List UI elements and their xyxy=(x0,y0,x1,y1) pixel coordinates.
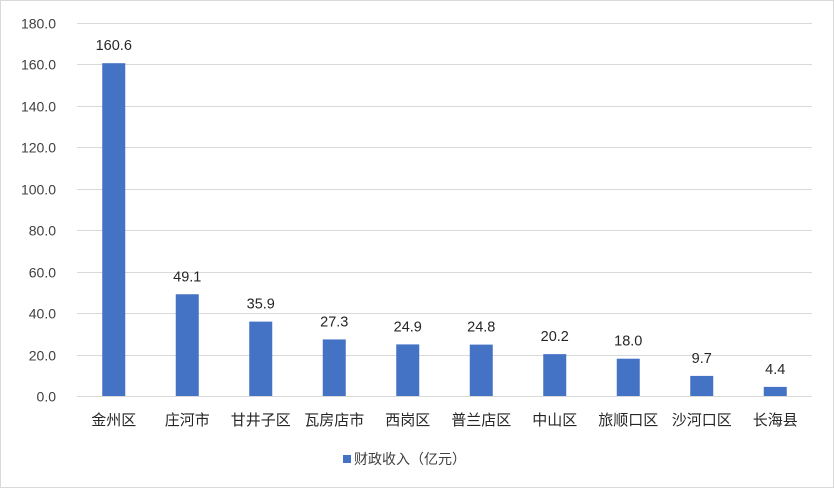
data-label: 9.7 xyxy=(692,351,712,367)
y-tick-label: 60.0 xyxy=(29,265,56,281)
legend: 财政收入（亿元） xyxy=(343,452,466,468)
data-label: 18.0 xyxy=(614,334,642,350)
x-axis-category-labels: 金州区 庄河市 甘井子区 瓦房店市 西岗区 普兰店区 中山区 旅顺口区 沙河口区 长海县 xyxy=(91,411,798,429)
y-tick-label: 120.0 xyxy=(21,140,56,156)
data-label: 27.3 xyxy=(320,314,348,330)
gridlines xyxy=(77,23,812,397)
x-category-label: 普兰店区 xyxy=(451,411,511,429)
bar xyxy=(322,339,346,396)
y-tick-label: 0.0 xyxy=(37,389,57,405)
data-label: 49.1 xyxy=(173,269,201,285)
x-category-label: 瓦房店市 xyxy=(304,411,364,429)
y-tick-label: 80.0 xyxy=(29,223,56,239)
data-label: 20.2 xyxy=(541,329,569,345)
y-tick-label: 160.0 xyxy=(21,57,56,73)
x-category-label: 长海县 xyxy=(753,411,798,429)
x-category-label: 金州区 xyxy=(91,411,136,429)
y-tick-label: 180.0 xyxy=(21,16,56,32)
x-category-label: 中山区 xyxy=(532,411,577,429)
x-category-label: 旅顺口区 xyxy=(598,411,658,429)
data-label: 160.6 xyxy=(96,38,132,54)
x-category-label: 甘井子区 xyxy=(231,411,291,429)
y-tick-label: 40.0 xyxy=(29,306,56,322)
bar xyxy=(616,358,640,396)
bar xyxy=(690,375,714,396)
x-category-label: 沙河口区 xyxy=(672,411,732,429)
y-tick-label: 100.0 xyxy=(21,182,56,198)
bar xyxy=(396,344,420,396)
legend-swatch xyxy=(343,455,351,463)
data-label: 24.8 xyxy=(467,320,495,336)
y-axis-tick-labels: 0.0 20.0 40.0 60.0 80.0 100.0 120.0 140.0 160.0 1… xyxy=(21,16,56,405)
y-tick-label: 20.0 xyxy=(29,348,56,364)
legend-label: 财政收入（亿元） xyxy=(354,452,466,468)
bar xyxy=(543,354,567,396)
x-category-label: 庄河市 xyxy=(165,411,210,429)
bar xyxy=(249,321,273,396)
bar xyxy=(763,386,787,396)
data-label: 24.9 xyxy=(394,319,422,335)
bar xyxy=(175,294,199,396)
bar xyxy=(469,344,493,396)
x-category-label: 西岗区 xyxy=(385,411,430,429)
bars xyxy=(102,63,787,396)
data-label: 4.4 xyxy=(765,362,785,378)
data-labels: 160.6 49.1 35.9 27.3 24.9 24.8 20.2 18.0 9.7 4.4 xyxy=(96,38,786,378)
y-tick-label: 140.0 xyxy=(21,99,56,115)
data-label: 35.9 xyxy=(247,297,275,313)
bar xyxy=(102,63,126,396)
